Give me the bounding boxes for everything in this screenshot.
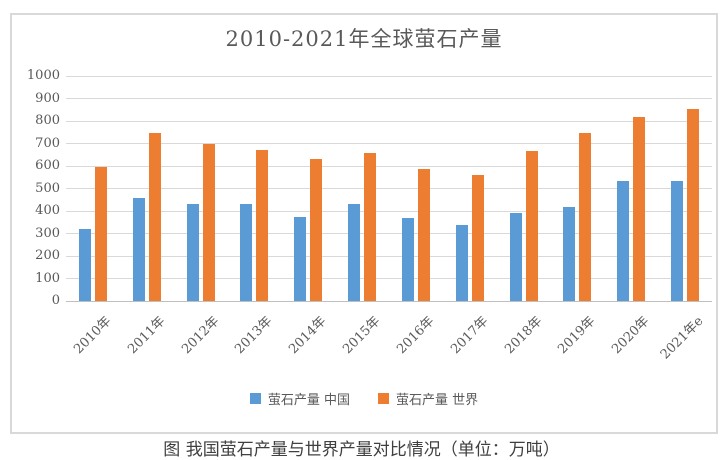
x-axis-tick-label: 2020年 xyxy=(609,313,653,358)
bar-world-2013年 xyxy=(256,150,269,301)
legend-label-china: 萤石产量 中国 xyxy=(267,393,350,408)
bar-world-2012年 xyxy=(202,143,215,301)
bar-world-2011年 xyxy=(148,133,161,301)
legend: 萤石产量 中国 萤石产量 世界 xyxy=(12,389,716,408)
bar-china-2017年 xyxy=(455,224,468,301)
bar-world-2018年 xyxy=(525,151,538,301)
bar-china-2019年 xyxy=(563,206,576,301)
gridline xyxy=(66,278,712,279)
bar-china-2014年 xyxy=(294,216,307,301)
gridline xyxy=(66,210,712,212)
bar-china-2021年e xyxy=(671,180,684,301)
bar-world-2016年 xyxy=(417,169,430,301)
gridline xyxy=(66,98,712,99)
y-axis-tick-label: 1000 xyxy=(26,68,60,83)
bar-china-2018年 xyxy=(509,213,522,301)
caption: 图 我国萤石产量与世界产量对比情况（单位：万吨） xyxy=(163,440,560,460)
bar-world-2014年 xyxy=(310,159,323,301)
x-axis-tick-label: 2019年 xyxy=(555,313,599,358)
x-axis-tick-label: 2018年 xyxy=(501,313,546,358)
gridline xyxy=(66,233,712,234)
gridline xyxy=(66,255,712,257)
y-axis-tick-label: 600 xyxy=(35,158,60,173)
x-axis-tick-label: 2015年 xyxy=(340,313,384,358)
bar-china-2013年 xyxy=(240,204,253,301)
bar-china-2010年 xyxy=(78,229,91,301)
y-axis-tick-label: 400 xyxy=(35,203,60,218)
y-axis-tick-label: 300 xyxy=(35,225,60,241)
x-axis-tick-label: 2016年 xyxy=(394,313,438,358)
bar-world-2015年 xyxy=(364,152,377,301)
y-axis-tick-label: 200 xyxy=(35,248,60,263)
y-axis-tick-label: 800 xyxy=(35,113,60,128)
chart-frame: 2010-2021年全球萤石产量 萤石产量 中国 萤石产量 世界 0 100 200… xyxy=(10,13,718,434)
legend-swatch-world xyxy=(378,393,389,404)
x-axis-tick-label: 2021年e xyxy=(657,313,707,363)
gridline xyxy=(66,143,712,144)
y-axis-tick-label: 700 xyxy=(35,135,60,151)
gridline xyxy=(66,188,712,189)
bar-world-2010年 xyxy=(94,167,107,301)
bar-world-2020年 xyxy=(633,116,646,301)
legend-swatch-china xyxy=(249,393,261,404)
gridline xyxy=(66,120,712,122)
x-axis-tick-label: 2014年 xyxy=(286,313,330,358)
bar-world-2019年 xyxy=(579,133,592,301)
gridline xyxy=(66,75,712,77)
y-axis-tick-label: 100 xyxy=(35,270,60,286)
legend-label-world: 萤石产量 世界 xyxy=(396,393,479,408)
chart-title: 2010-2021年全球萤石产量 xyxy=(225,27,503,51)
bar-world-2017年 xyxy=(471,175,484,301)
y-axis-tick-label: 0 xyxy=(51,293,60,308)
y-axis-tick-label: 900 xyxy=(35,90,60,106)
x-axis-tick-label: 2013年 xyxy=(232,313,276,358)
x-axis-tick-label: 2017年 xyxy=(447,313,492,358)
y-axis-tick-label: 500 xyxy=(35,180,60,196)
bar-china-2016年 xyxy=(401,217,414,301)
bar-china-2015年 xyxy=(348,204,361,301)
bar-china-2011年 xyxy=(132,197,145,301)
x-axis-tick-label: 2012年 xyxy=(178,313,223,358)
legend-item-china: 萤石产量 中国 xyxy=(249,389,350,408)
x-axis-tick-label: 2011年 xyxy=(124,313,169,358)
x-axis-line xyxy=(66,300,712,302)
bar-china-2012年 xyxy=(186,204,199,301)
gridline xyxy=(66,165,712,167)
bar-china-2020年 xyxy=(617,180,630,301)
legend-item-world: 萤石产量 世界 xyxy=(378,389,478,408)
x-axis-tick-label: 2010年 xyxy=(71,313,115,358)
bar-world-2021年e xyxy=(687,108,700,301)
